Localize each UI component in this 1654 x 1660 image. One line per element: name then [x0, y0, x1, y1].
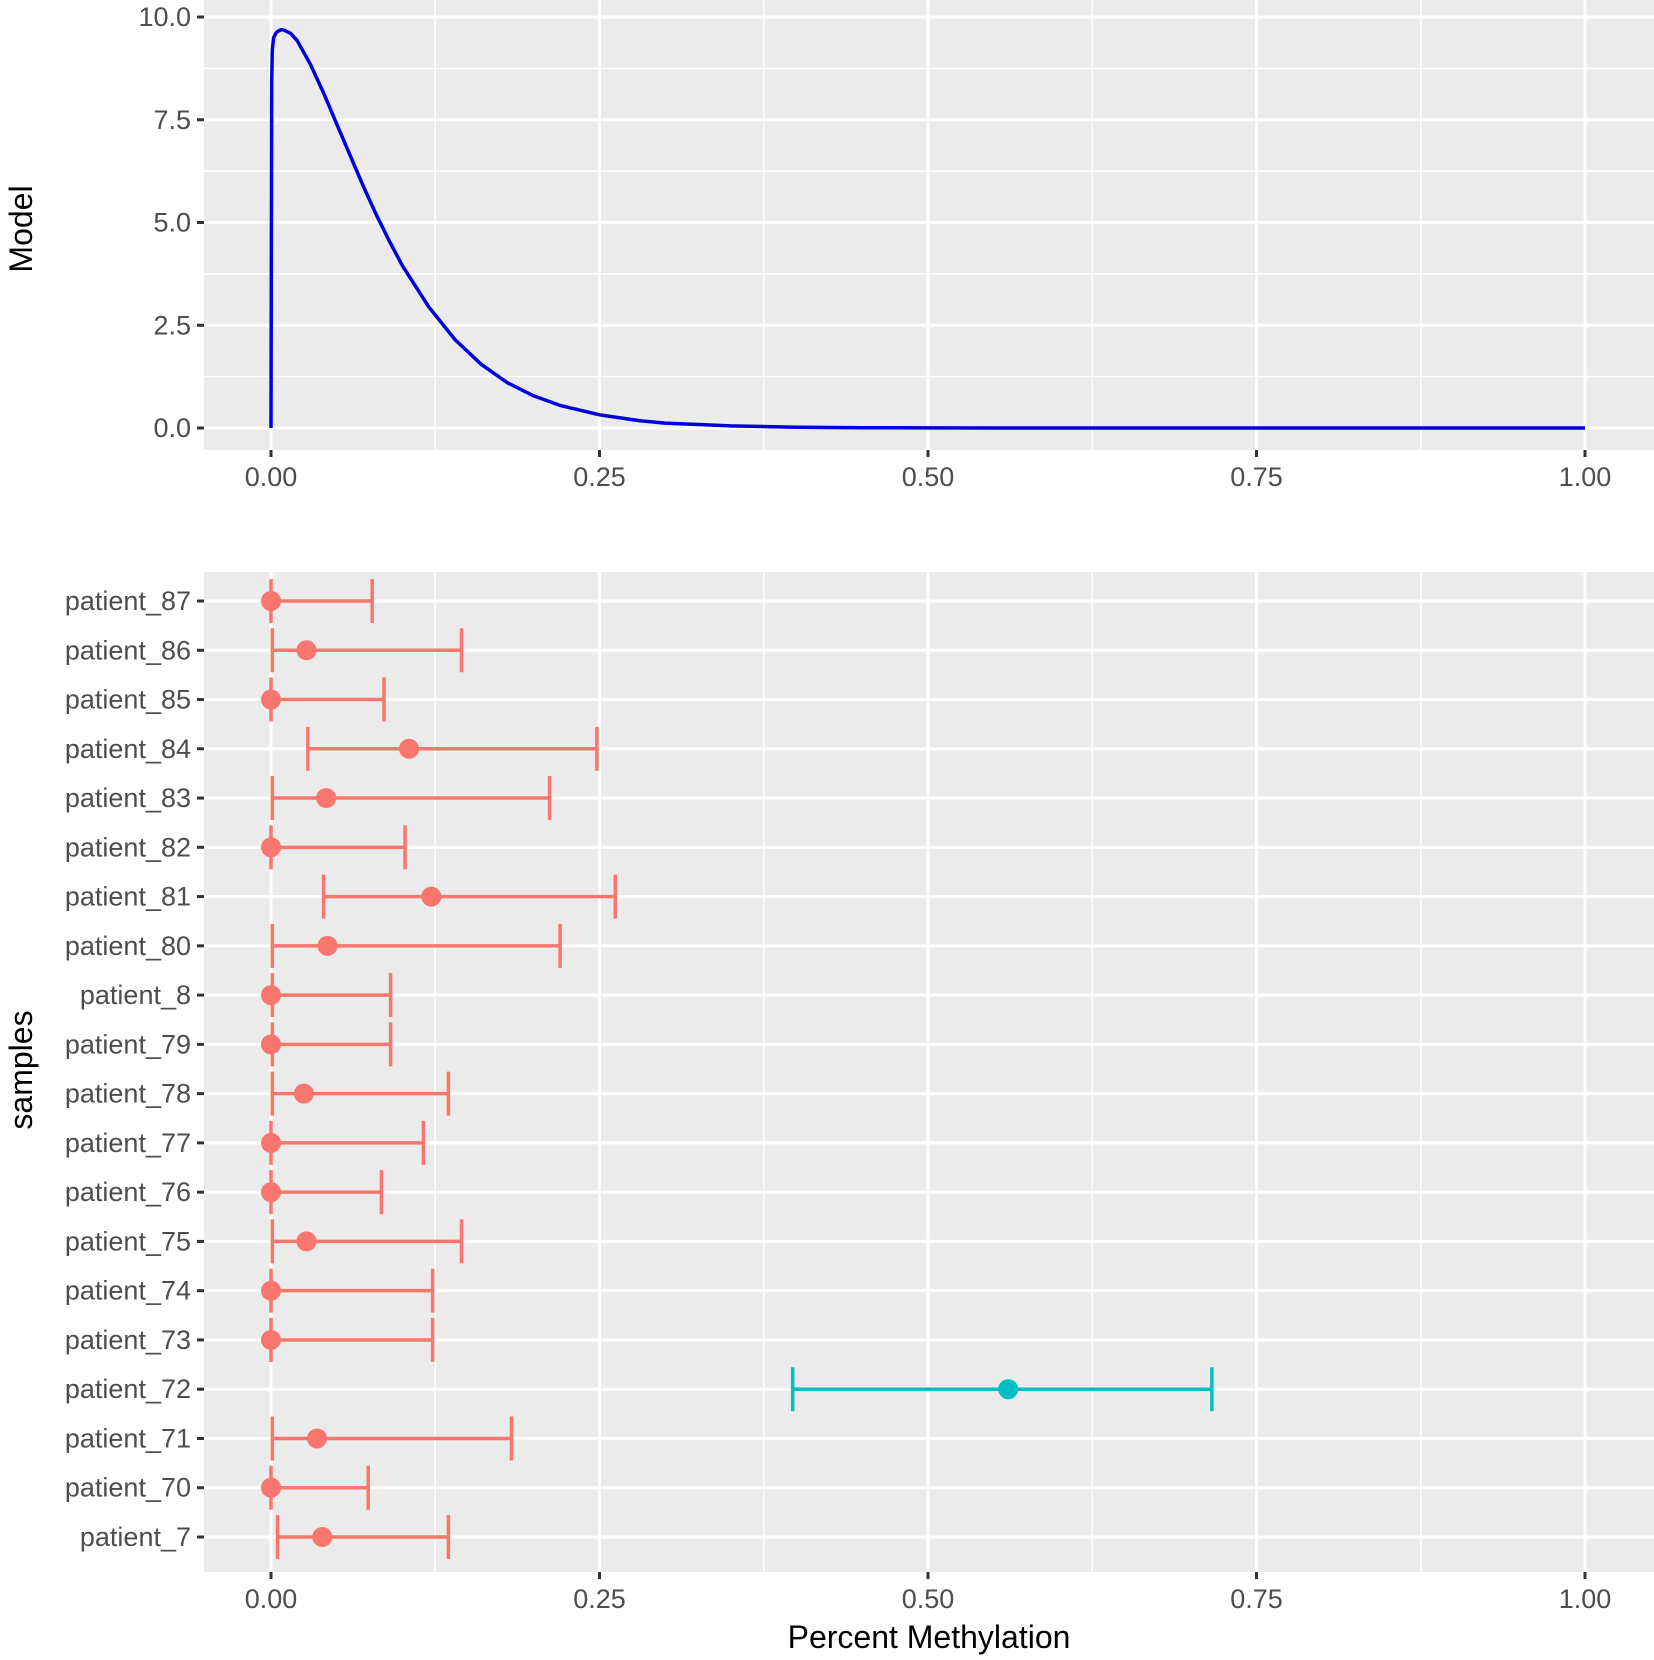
sample-interval	[261, 1170, 384, 1215]
sample-label: patient_74	[65, 1276, 191, 1306]
sample-interval	[306, 726, 599, 771]
samples-y-axis-title: samples	[3, 1010, 39, 1129]
sample-label: patient_78	[65, 1079, 191, 1109]
estimate-point	[306, 1428, 327, 1449]
model-x-tick-label: 0.00	[245, 462, 298, 492]
estimate-point	[293, 1083, 314, 1104]
estimate-point	[261, 1280, 281, 1301]
sample-label: patient_75	[65, 1226, 191, 1256]
sample-interval	[261, 1317, 435, 1362]
sample-label: patient_81	[65, 882, 191, 912]
sample-interval	[261, 1268, 435, 1313]
samples-x-tick-label: 1.00	[1559, 1584, 1612, 1614]
sample-interval	[270, 628, 464, 673]
sample-interval	[790, 1367, 1214, 1412]
model-panel: 0.00 0.25 0.50 0.75 1.00 0.0 2.5 5.0 7.5 10.0 Mod…	[3, 0, 1654, 492]
sample-label: patient_71	[65, 1423, 191, 1453]
estimate-point	[261, 1034, 281, 1055]
model-x-tick-label: 1.00	[1559, 462, 1612, 492]
estimate-point	[296, 640, 317, 661]
samples-panel-marks	[261, 579, 1214, 1559]
sample-interval	[270, 1416, 514, 1461]
estimate-point	[261, 1477, 281, 1498]
sample-interval	[270, 776, 552, 821]
sample-interval	[275, 1515, 451, 1559]
sample-label: patient_73	[65, 1325, 191, 1355]
estimate-point	[261, 985, 281, 1006]
sample-label: patient_7	[80, 1522, 191, 1552]
sample-interval	[261, 579, 374, 623]
model-x-tick-label: 0.75	[1230, 462, 1283, 492]
model-y-tick-label: 5.0	[153, 208, 191, 238]
sample-label: patient_87	[65, 586, 191, 616]
sample-label: patient_84	[65, 734, 191, 764]
model-x-tick-label: 0.25	[573, 462, 626, 492]
samples-x-tick-label: 0.75	[1230, 1584, 1283, 1614]
sample-label: patient_70	[65, 1473, 191, 1503]
samples-panel: 0.00 0.25 0.50 0.75 1.00 patient_87 patient_86…	[3, 572, 1654, 1655]
estimate-point	[316, 788, 337, 809]
estimate-point	[398, 738, 419, 759]
sample-label: patient_8	[80, 980, 191, 1010]
estimate-point	[421, 886, 442, 907]
model-y-tick-label: 10.0	[138, 2, 191, 32]
samples-x-tick-label: 0.50	[902, 1584, 955, 1614]
sample-interval	[321, 874, 618, 919]
sample-label: patient_77	[65, 1128, 191, 1158]
estimate-point	[261, 837, 281, 858]
estimate-point	[998, 1379, 1019, 1400]
sample-interval	[261, 825, 407, 870]
estimate-point	[261, 689, 281, 710]
model-y-tick-label: 2.5	[153, 310, 191, 340]
sample-interval	[261, 1022, 393, 1067]
estimate-point	[296, 1231, 317, 1252]
sample-label: patient_80	[65, 931, 191, 961]
sample-interval	[270, 1071, 451, 1116]
model-y-tick-label: 0.0	[153, 413, 191, 443]
samples-x-tick-label: 0.25	[573, 1584, 626, 1614]
model-density-line	[269, 27, 1585, 430]
sample-interval	[270, 1219, 464, 1264]
sample-interval	[261, 677, 386, 722]
sample-label: patient_83	[65, 783, 191, 813]
sample-interval	[270, 923, 562, 968]
estimate-point	[261, 1182, 281, 1203]
sample-interval	[261, 973, 393, 1018]
sample-label: patient_79	[65, 1029, 191, 1059]
estimate-point	[261, 591, 281, 611]
x-axis-title: Percent Methylation	[788, 1619, 1071, 1655]
model-y-tick-label: 7.5	[153, 105, 191, 135]
estimate-point	[261, 1329, 281, 1350]
samples-panel-axes: 0.00 0.25 0.50 0.75 1.00 patient_87 patient_86…	[65, 586, 1611, 1614]
model-y-axis-title: Model	[3, 185, 39, 272]
sample-label: patient_86	[65, 635, 191, 665]
estimate-point	[317, 935, 338, 956]
sample-label: patient_76	[65, 1177, 191, 1207]
samples-x-tick-label: 0.00	[245, 1584, 298, 1614]
estimate-point	[312, 1527, 333, 1547]
sample-label: patient_85	[65, 685, 191, 715]
sample-interval	[261, 1120, 426, 1165]
model-x-tick-label: 0.50	[902, 462, 955, 492]
estimate-point	[261, 1132, 281, 1153]
sample-label: patient_72	[65, 1374, 191, 1404]
model-panel-axes: 0.00 0.25 0.50 0.75 1.00 0.0 2.5 5.0 7.5 10.0	[138, 2, 1611, 492]
sample-label: patient_82	[65, 832, 191, 862]
sample-interval	[261, 1465, 370, 1510]
